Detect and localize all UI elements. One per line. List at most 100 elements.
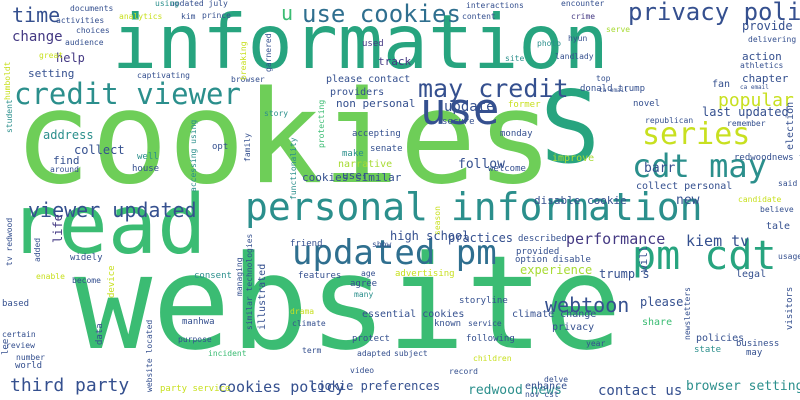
word-protecting: protecting xyxy=(317,99,326,148)
word-show: show xyxy=(372,240,392,249)
word-described: described xyxy=(518,234,567,244)
word-fan: fan xyxy=(712,79,731,90)
word-enable: enable xyxy=(36,272,65,281)
word-video: video xyxy=(350,366,375,375)
word-website: website xyxy=(74,227,622,379)
word-using: using xyxy=(155,0,180,8)
word-kiem-tv: kiem tv xyxy=(686,232,750,250)
word-crime: crime xyxy=(571,12,596,21)
word-delivering: delivering xyxy=(748,35,797,44)
word-narrative: narrative xyxy=(338,159,393,170)
word-change: change xyxy=(12,29,63,45)
word-family: family xyxy=(243,133,252,162)
word-drama: drama xyxy=(290,307,315,316)
word-essential-cookies: essential cookies xyxy=(362,309,465,320)
word-storyline: storyline xyxy=(459,296,508,306)
word-cookies-policy: cookies policy xyxy=(218,378,345,396)
word-personal-information: personal information xyxy=(245,185,703,229)
word-credit-viewer: credit viewer xyxy=(14,77,241,111)
word-certain: certain xyxy=(2,330,36,339)
word-number: number xyxy=(16,353,45,362)
word-believe: believe xyxy=(760,205,794,214)
word-may-credit: may credit xyxy=(418,74,569,103)
word-season: season xyxy=(433,206,442,235)
word-visitors: visitors xyxy=(785,286,795,330)
word-updated-pm: updated pm xyxy=(292,233,497,273)
word-functionality: functionality xyxy=(289,137,298,200)
word-interactions: interactions xyxy=(466,1,524,10)
word-around: around xyxy=(50,165,79,174)
word-said: said xyxy=(778,179,798,188)
word-browser: browser xyxy=(231,75,265,84)
word-life: life xyxy=(51,214,65,243)
word-cdt-may: cdt may xyxy=(632,147,767,185)
word-based: based xyxy=(2,299,30,309)
word-cookies-similar: cookies similar xyxy=(302,171,402,184)
word-house: house xyxy=(132,164,160,174)
word-webtoon: webtoon xyxy=(545,293,630,317)
word-barr: barr xyxy=(644,161,676,176)
word-will: will xyxy=(637,245,650,273)
word-popular: popular xyxy=(718,90,794,111)
word-many: many xyxy=(354,290,374,299)
word-climate-change: climate change xyxy=(512,309,597,320)
word-s: S xyxy=(540,69,601,186)
word-secure: secure xyxy=(442,117,475,127)
word-contact-us: contact us xyxy=(598,383,683,399)
word-student: student xyxy=(5,99,14,133)
word-please: please xyxy=(640,295,684,309)
word-hyun: hyun xyxy=(568,34,588,43)
word-service: service xyxy=(468,319,502,328)
word-breaking: breaking xyxy=(239,41,248,80)
word-follow: follow xyxy=(458,157,505,172)
word-audience: audience xyxy=(65,38,104,47)
word-time: time xyxy=(12,3,61,27)
word-added: added xyxy=(33,237,42,262)
word-become: become xyxy=(72,276,101,285)
word-manhwa: manhwa xyxy=(182,317,215,327)
word-widely: widely xyxy=(70,253,103,263)
word-kim: kim xyxy=(181,12,196,21)
word-election: election xyxy=(785,101,796,150)
word-redwoodnews-tv: redwoodnews tv xyxy=(734,153,800,163)
word-improve: improve xyxy=(552,153,595,164)
word-chapter: chapter xyxy=(742,72,789,85)
word-tale: tale xyxy=(766,221,791,232)
word-u: u xyxy=(281,1,294,25)
word-children: children xyxy=(473,354,512,363)
word-similar-technologies: similar technologies xyxy=(245,233,254,330)
word-remember: remember xyxy=(727,119,766,128)
word-please-contact: please contact xyxy=(326,74,411,85)
word-website-located: website located xyxy=(145,319,154,392)
word-information: information xyxy=(112,0,609,86)
word-top: top xyxy=(596,74,611,83)
word-age: age xyxy=(361,269,376,278)
word-record: record xyxy=(449,367,478,376)
word-illustrated: illustrated xyxy=(257,263,268,330)
word-encounter: encounter xyxy=(561,0,605,8)
word-use-cookies: use cookies xyxy=(302,0,461,28)
word-landlady: landlady xyxy=(555,52,594,61)
word-cookie-preferences: cookie preferences xyxy=(310,379,441,393)
word-delve: delve xyxy=(544,375,569,384)
word-third-party: third party xyxy=(10,375,130,396)
word-setting: setting xyxy=(28,67,75,80)
word-serve: serve xyxy=(606,25,631,34)
word-practices: practices xyxy=(448,231,514,245)
word-site: site xyxy=(505,54,525,63)
word-incident: incident xyxy=(208,349,247,358)
word-monday: monday xyxy=(500,129,533,139)
word-great: great xyxy=(39,51,64,60)
word-opt: opt xyxy=(212,142,229,152)
word-track: track xyxy=(378,55,412,68)
word-action: action xyxy=(742,50,782,63)
word-updated-july: updated july xyxy=(170,0,228,8)
word-used: used xyxy=(362,39,384,49)
word-last-updated: last updated xyxy=(702,105,789,119)
word-senate: senate xyxy=(370,144,403,154)
word-tv-redwood: tv redwood xyxy=(5,217,14,266)
word-following: following xyxy=(466,334,515,344)
word-disable-cookie: disable cookie xyxy=(534,194,627,207)
word-story: story xyxy=(264,109,289,118)
